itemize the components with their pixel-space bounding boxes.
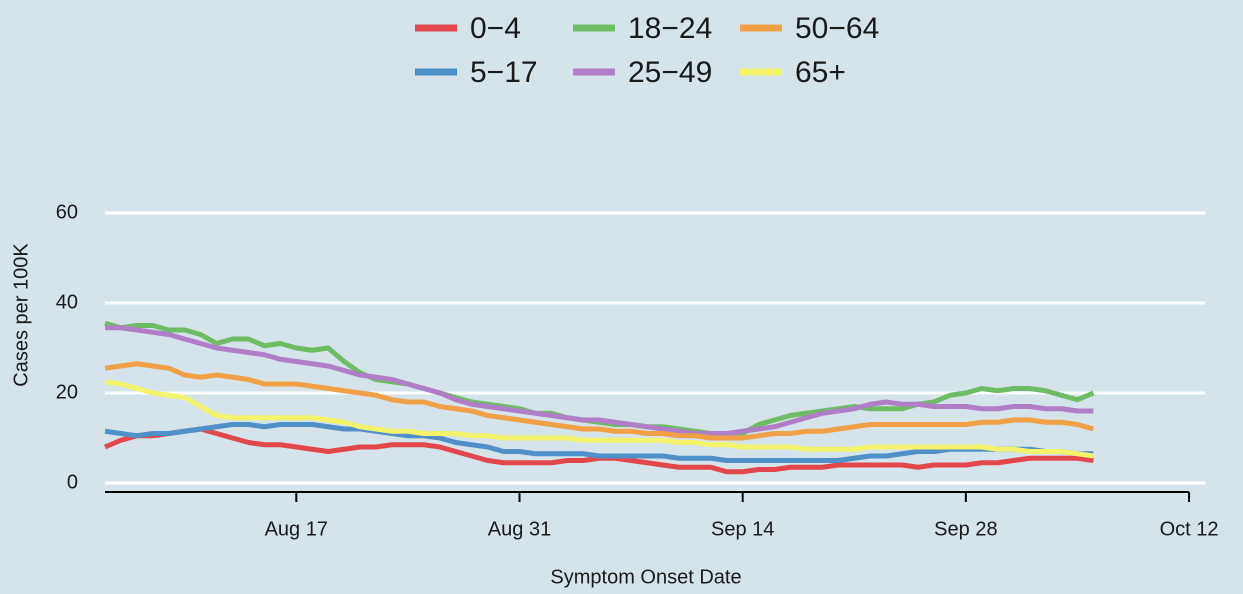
series-line xyxy=(104,379,1094,459)
legend-label: 50−64 xyxy=(795,12,879,45)
y-tick-label: 60 xyxy=(56,201,78,223)
x-tick-label: Sep 14 xyxy=(711,518,774,540)
legend-label: 5−17 xyxy=(470,56,538,89)
legend-label: 0−4 xyxy=(470,12,521,45)
series-line xyxy=(105,325,1094,436)
legend-label: 18−24 xyxy=(628,12,712,45)
series-line xyxy=(104,422,1094,463)
y-tick-label: 0 xyxy=(67,471,78,493)
series-line xyxy=(104,361,1095,441)
x-tick-label: Oct 12 xyxy=(1160,518,1219,540)
legend-label: 25−49 xyxy=(628,56,712,89)
x-tick-label: Sep 28 xyxy=(934,518,997,540)
y-tick-label: 40 xyxy=(56,291,78,313)
lines xyxy=(104,320,1095,475)
x-axis-title: Symptom Onset Date xyxy=(550,566,741,588)
grid xyxy=(105,211,1205,485)
y-tick-label: 20 xyxy=(56,381,78,403)
legend: 0−4 5−17 18−24 25−49 50−64 65+ xyxy=(415,12,879,89)
x-tick-label: Aug 31 xyxy=(488,518,551,540)
legend-label: 65+ xyxy=(795,56,846,89)
axes: 0 20 40 60 Aug 17 Aug 31 Sep 14 Sep 28 Oct 12 xyxy=(56,201,1219,540)
x-tick-label: Aug 17 xyxy=(265,518,328,540)
y-axis-title: Cases per 100K xyxy=(10,243,32,387)
